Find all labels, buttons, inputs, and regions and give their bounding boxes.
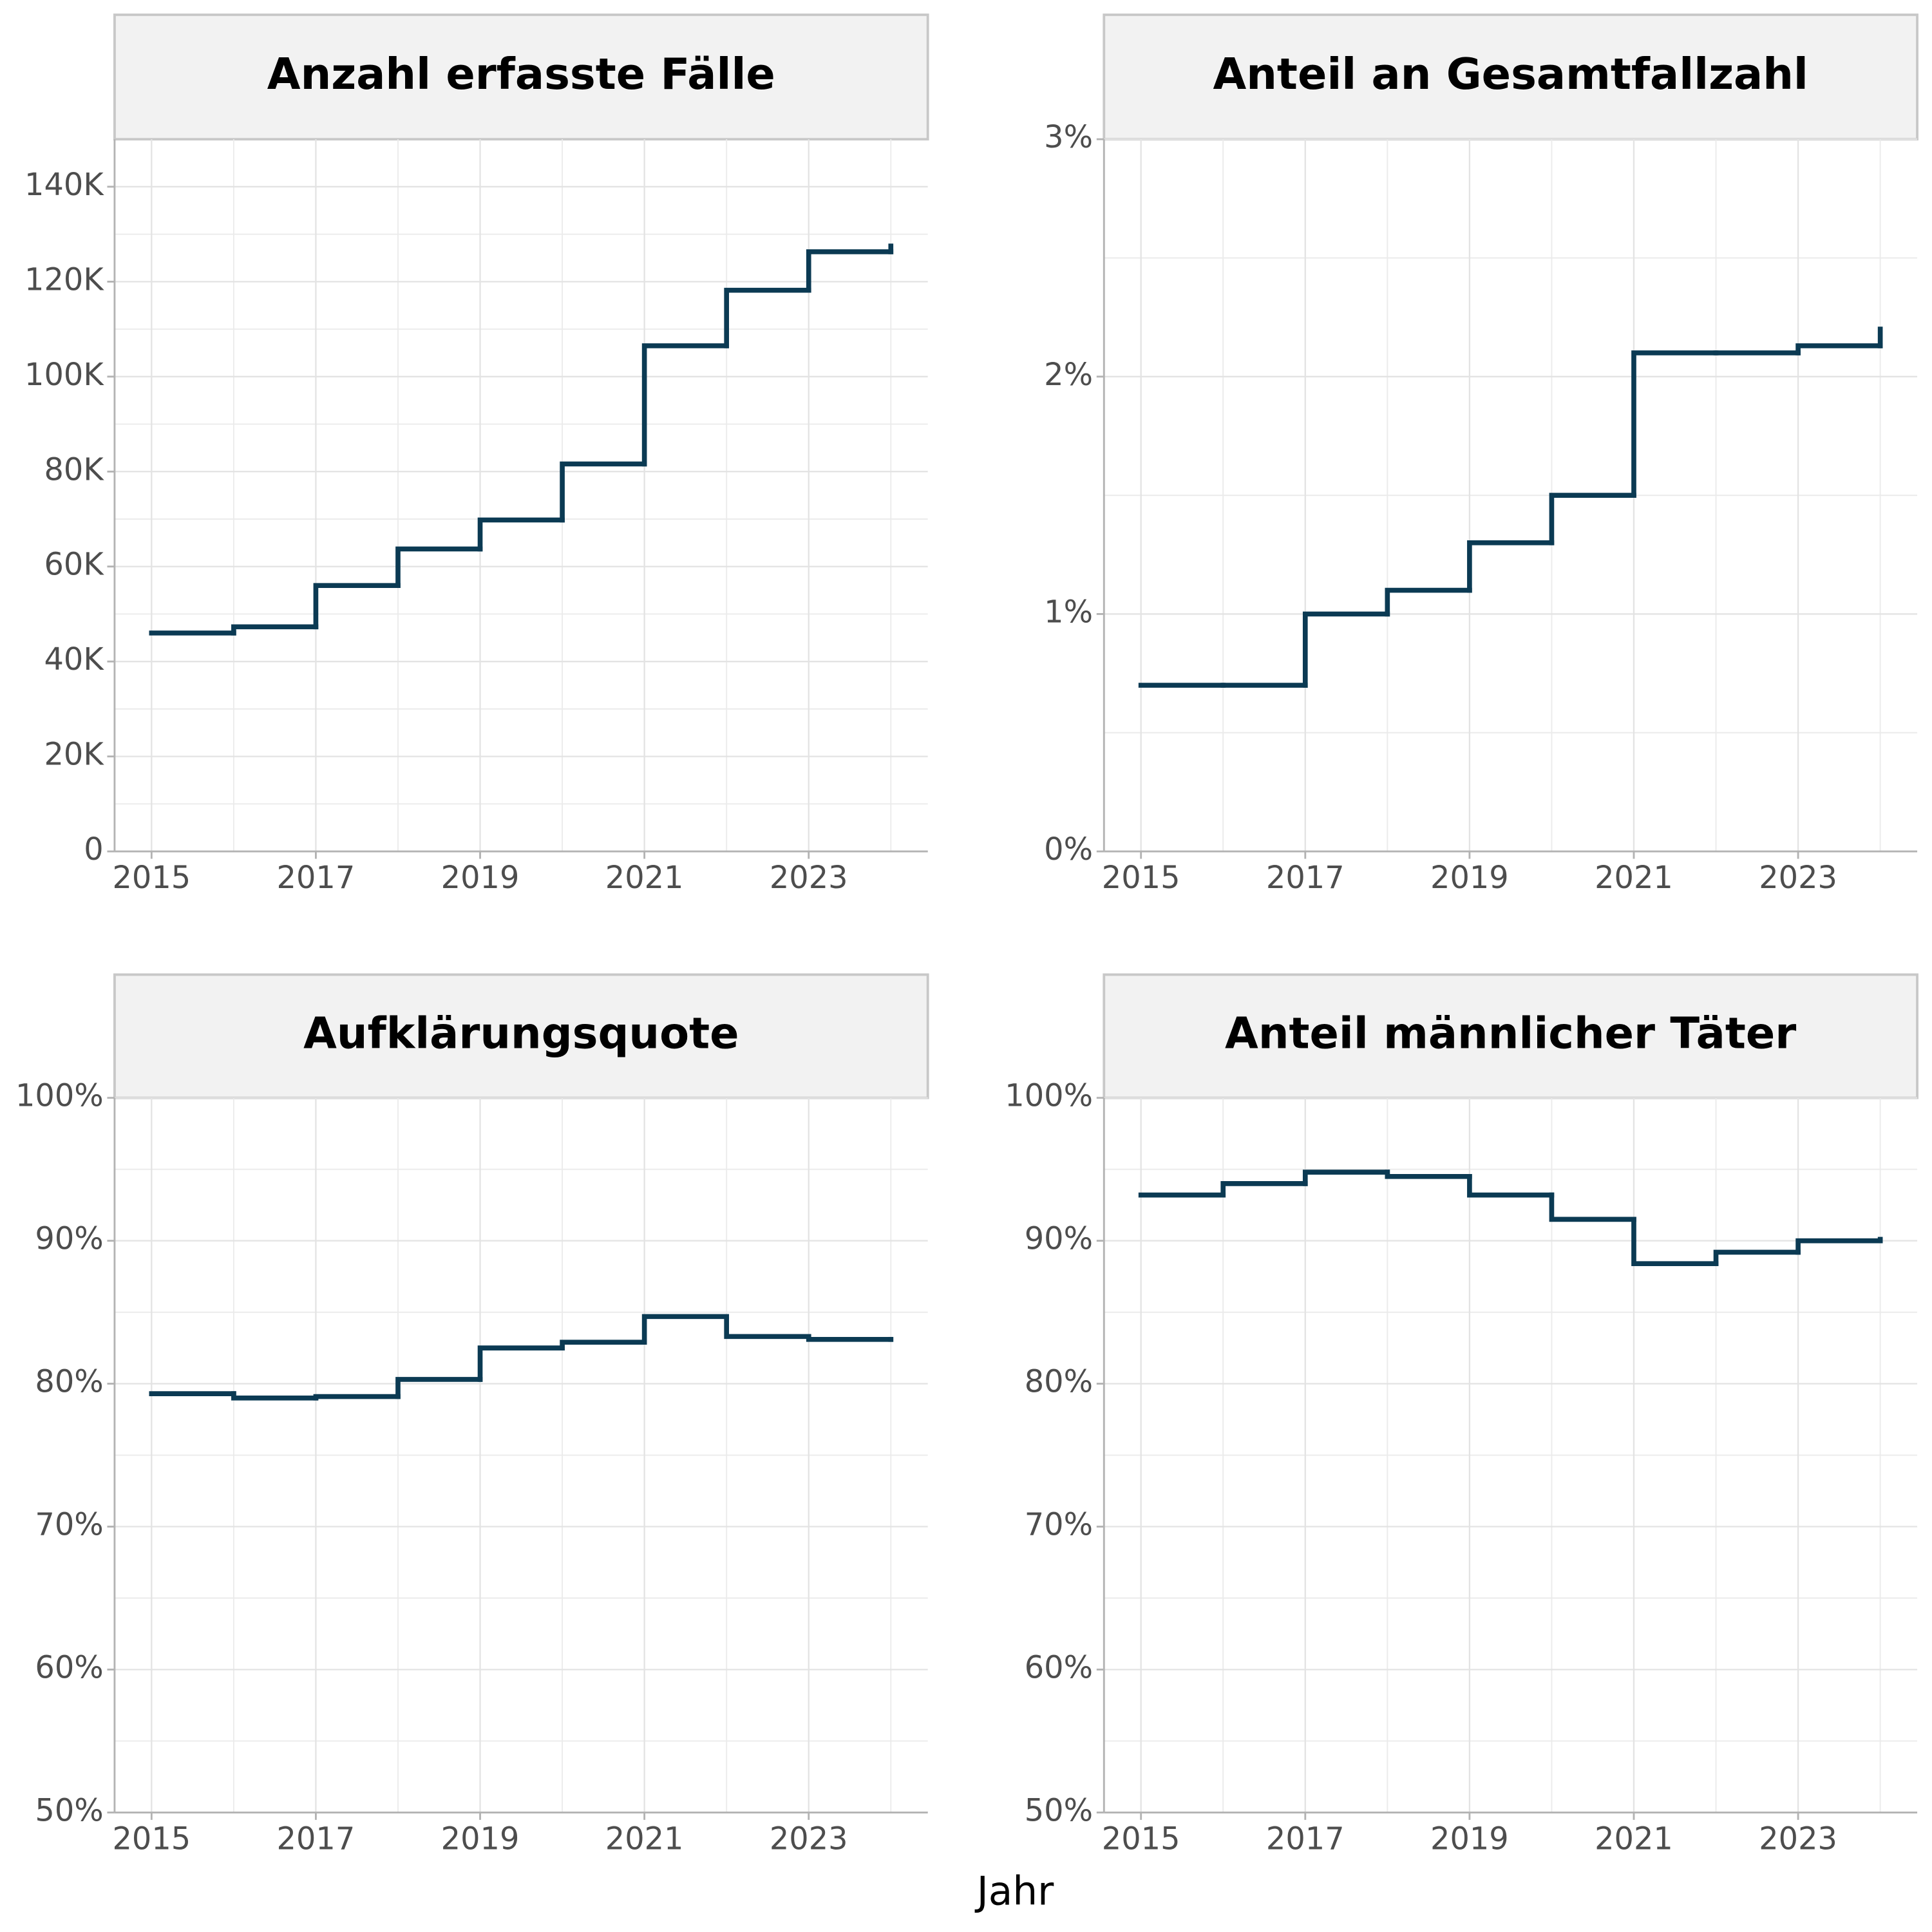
y-tick-label: 80%	[1025, 1365, 1093, 1400]
x-tick-label: 2015	[112, 1821, 191, 1857]
x-tick-label: 2019	[1430, 860, 1509, 896]
x-tick-label: 2023	[770, 1821, 848, 1857]
step-segment	[641, 343, 730, 467]
step-segment	[313, 1394, 401, 1401]
step-segment	[806, 249, 894, 293]
y-tick-label: 0	[84, 832, 103, 867]
step-segment	[1549, 493, 1636, 545]
step-segment	[477, 1345, 565, 1382]
x-tick-label: 2019	[441, 1821, 520, 1857]
x-tick-label: 2021	[605, 1821, 684, 1857]
step-segment	[806, 1334, 894, 1342]
y-tick-label: 80K	[44, 452, 104, 488]
y-tick-label: 60K	[44, 547, 104, 583]
step-segment	[1467, 540, 1555, 593]
y-tick-label: 100%	[1005, 1079, 1093, 1114]
y-tick-label: 50%	[35, 1793, 103, 1828]
y-tick-label: 50%	[1025, 1793, 1093, 1828]
step-segment	[1549, 1192, 1636, 1222]
panel-title: Anzahl erfasste Fälle	[267, 49, 775, 99]
y-tick-label: 3%	[1044, 120, 1093, 155]
y-tick-label: 2%	[1044, 357, 1093, 393]
strip	[113, 973, 929, 1099]
panel: Aufklärungsquote 50% 60% 70% 80% 90% 100% 2015 2…	[15, 973, 929, 1857]
x-tick-label: 2017	[277, 1821, 355, 1857]
step-segment	[1302, 611, 1390, 688]
x-tick-label: 2015	[1102, 1821, 1180, 1857]
y-tick-label: 80%	[35, 1365, 103, 1400]
step-segment	[1795, 1238, 1883, 1255]
panel-title: Anteil an Gesamtfallzahl	[1213, 49, 1808, 99]
y-tick-label: 0%	[1044, 832, 1093, 867]
y-tick-label: 100K	[24, 357, 104, 393]
y-tick-label: 60%	[1025, 1650, 1093, 1685]
step-segment	[313, 583, 401, 630]
step-segment	[1385, 1170, 1472, 1179]
y-tick-label: 140K	[24, 167, 104, 203]
step-segment	[724, 1314, 811, 1340]
x-tick-label: 2023	[770, 860, 848, 896]
step-segment	[395, 546, 483, 589]
x-tick-label: 2021	[605, 860, 684, 896]
step-segment	[724, 287, 811, 348]
step-segment	[1302, 1170, 1390, 1186]
x-tick-label: 2015	[112, 860, 191, 896]
y-tick-label: 90%	[35, 1222, 103, 1257]
panel: Anteil männlicher Täter 50% 60% 70% 80% 90% 10…	[1005, 973, 1918, 1857]
x-tick-label: 2017	[1266, 1821, 1345, 1857]
step-segment	[1220, 1181, 1308, 1198]
y-tick-label: 60%	[35, 1650, 103, 1685]
x-tick-label: 2019	[1430, 1821, 1509, 1857]
x-tick-label: 2023	[1759, 860, 1837, 896]
step-segment	[1385, 587, 1472, 617]
strip	[113, 14, 929, 141]
panel: Anteil an Gesamtfallzahl 0% 1% 2% 3% 2015 2017…	[1044, 14, 1918, 896]
strip	[1103, 973, 1918, 1099]
x-tick-label: 2019	[441, 860, 520, 896]
x-tick-label: 2017	[1266, 860, 1345, 896]
step-segment	[395, 1377, 483, 1399]
x-axis-label: Jahr	[974, 1868, 1054, 1914]
step-segment	[231, 624, 319, 636]
panel: Anzahl erfasste Fälle 0 20K 40K 60K 80K 100K 12…	[24, 14, 929, 896]
y-tick-label: 40K	[44, 642, 104, 677]
y-tick-label: 90%	[1025, 1222, 1093, 1257]
strip	[1103, 14, 1918, 141]
y-tick-label: 70%	[1025, 1508, 1093, 1543]
step-segment	[231, 1391, 319, 1401]
y-tick-label: 1%	[1044, 594, 1093, 630]
y-tick-label: 20K	[44, 737, 104, 773]
step-segment	[1467, 1173, 1555, 1198]
y-tick-label: 70%	[35, 1508, 103, 1543]
x-tick-label: 2021	[1595, 860, 1673, 896]
step-segment	[1713, 1249, 1801, 1266]
x-tick-label: 2015	[1102, 860, 1180, 896]
step-segment	[641, 1314, 730, 1345]
x-tick-label: 2021	[1595, 1821, 1673, 1857]
y-tick-label: 100%	[15, 1079, 104, 1114]
step-segment	[1795, 343, 1883, 355]
y-tick-label: 120K	[24, 262, 104, 298]
step-segment	[1631, 350, 1719, 498]
step-segment	[560, 1340, 647, 1350]
panel-title: Aufklärungsquote	[303, 1009, 739, 1059]
step-segment	[1631, 1217, 1719, 1266]
x-tick-label: 2023	[1759, 1821, 1837, 1857]
panel-title: Anteil männlicher Täter	[1225, 1009, 1796, 1059]
step-segment	[477, 517, 565, 552]
step-segment	[560, 461, 647, 523]
x-tick-label: 2017	[277, 860, 355, 896]
